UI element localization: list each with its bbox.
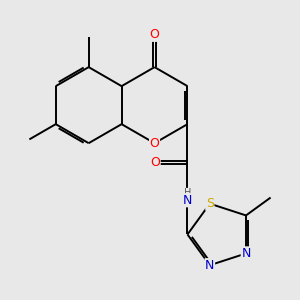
Text: O: O bbox=[150, 28, 160, 41]
Text: H: H bbox=[184, 188, 191, 198]
Text: N: N bbox=[205, 259, 214, 272]
Text: N: N bbox=[183, 194, 192, 207]
Text: O: O bbox=[150, 156, 160, 169]
Text: O: O bbox=[150, 137, 160, 150]
Text: N: N bbox=[241, 247, 251, 260]
Text: S: S bbox=[206, 197, 214, 210]
